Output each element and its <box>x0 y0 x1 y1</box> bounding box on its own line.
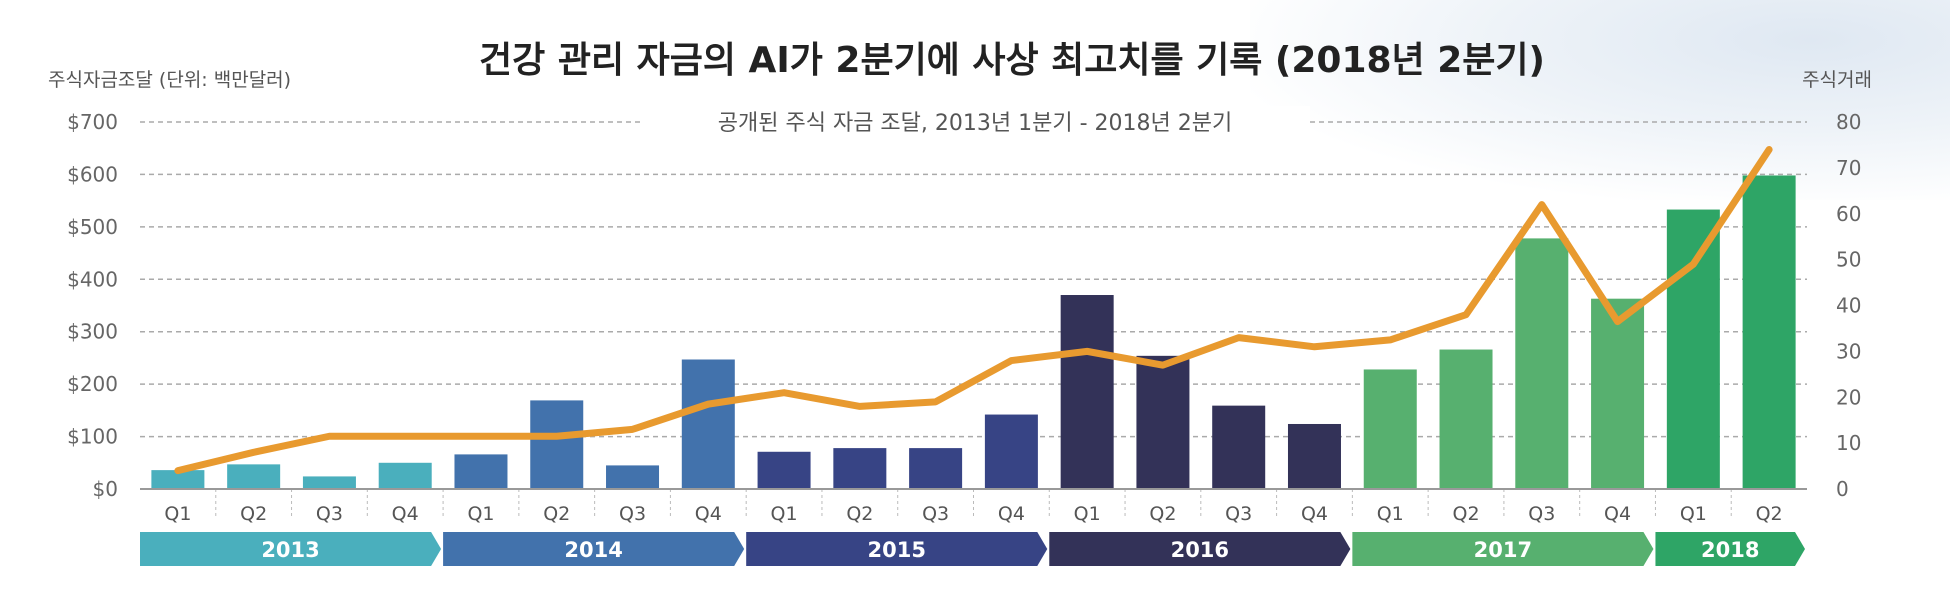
bar <box>378 462 432 489</box>
quarter-label: Q4 <box>695 503 722 525</box>
bar <box>1212 405 1266 489</box>
bar <box>1666 209 1720 489</box>
year-band <box>1655 532 1805 566</box>
left-tick-label: $500 <box>67 215 118 239</box>
left-tick-label: $400 <box>67 267 118 291</box>
bar <box>454 454 508 489</box>
right-tick-label: 20 <box>1836 385 1861 409</box>
sky-background <box>1250 0 1950 200</box>
year-label: 2016 <box>1171 538 1229 562</box>
subtitle-bg <box>640 106 1310 136</box>
quarter-label: Q3 <box>619 503 646 525</box>
quarter-label: Q2 <box>1756 503 1783 525</box>
year-label: 2013 <box>261 538 319 562</box>
left-tick-label: $200 <box>67 372 118 396</box>
quarter-label: Q3 <box>922 503 949 525</box>
year-label: 2018 <box>1701 538 1759 562</box>
right-tick-label: 50 <box>1836 248 1861 272</box>
bar <box>606 465 660 489</box>
quarter-label: Q3 <box>316 503 343 525</box>
quarter-label: Q1 <box>1074 503 1101 525</box>
chart-title: 건강 관리 자금의 AI가 2분기에 사상 최고치를 기록 (2018년 2분기… <box>479 40 1545 81</box>
bar <box>1060 295 1114 489</box>
right-axis-label: 주식거래 <box>1802 69 1872 91</box>
right-tick-label: 70 <box>1836 156 1861 180</box>
quarter-label: Q4 <box>998 503 1025 525</box>
quarter-label: Q2 <box>1149 503 1176 525</box>
year-label: 2017 <box>1474 538 1532 562</box>
bar <box>757 451 811 489</box>
bar <box>530 400 584 489</box>
left-tick-label: $600 <box>67 162 118 186</box>
quarter-label: Q4 <box>1301 503 1328 525</box>
quarter-label: Q1 <box>771 503 798 525</box>
year-band <box>1049 532 1351 566</box>
right-tick-label: 10 <box>1836 431 1861 455</box>
quarter-label: Q1 <box>467 503 494 525</box>
bar <box>984 414 1038 489</box>
year-band <box>140 532 442 566</box>
year-band <box>1352 532 1654 566</box>
bar <box>1742 175 1796 489</box>
quarter-label: Q1 <box>1377 503 1404 525</box>
quarter-label: Q4 <box>1604 503 1631 525</box>
bar <box>302 476 356 489</box>
bar <box>1591 298 1645 489</box>
bar <box>1515 238 1569 489</box>
year-label: 2014 <box>564 538 622 562</box>
bar <box>1136 355 1190 489</box>
quarter-label: Q2 <box>846 503 873 525</box>
quarter-label: Q1 <box>1680 503 1707 525</box>
quarter-label: Q1 <box>164 503 191 525</box>
quarter-label: Q3 <box>1225 503 1252 525</box>
bar <box>833 448 887 489</box>
quarter-label: Q3 <box>1528 503 1555 525</box>
quarter-label: Q2 <box>543 503 570 525</box>
quarter-label: Q2 <box>1452 503 1479 525</box>
right-tick-label: 0 <box>1836 477 1849 501</box>
bar <box>909 448 963 489</box>
right-tick-label: 30 <box>1836 339 1861 363</box>
bar <box>1363 369 1417 489</box>
bar <box>1287 423 1341 489</box>
bar <box>151 470 205 489</box>
right-tick-label: 80 <box>1836 110 1861 134</box>
bar <box>1439 349 1493 489</box>
chart-subtitle: 공개된 주식 자금 조달, 2013년 1분기 - 2018년 2분기 <box>718 111 1232 136</box>
year-label: 2015 <box>868 538 926 562</box>
bar <box>227 464 281 489</box>
right-tick-label: 40 <box>1836 294 1861 318</box>
deal-count-line <box>174 146 1773 475</box>
year-band <box>443 532 745 566</box>
left-tick-label: $100 <box>67 425 118 449</box>
quarter-label: Q4 <box>392 503 419 525</box>
left-axis-label: 주식자금조달 (단위: 백만달러) <box>48 69 291 91</box>
bar <box>681 359 735 489</box>
quarter-label: Q2 <box>240 503 267 525</box>
right-tick-label: 60 <box>1836 202 1861 226</box>
left-tick-label: $700 <box>67 110 118 134</box>
year-band <box>746 532 1048 566</box>
left-tick-label: $300 <box>67 320 118 344</box>
left-tick-label: $0 <box>93 477 118 501</box>
